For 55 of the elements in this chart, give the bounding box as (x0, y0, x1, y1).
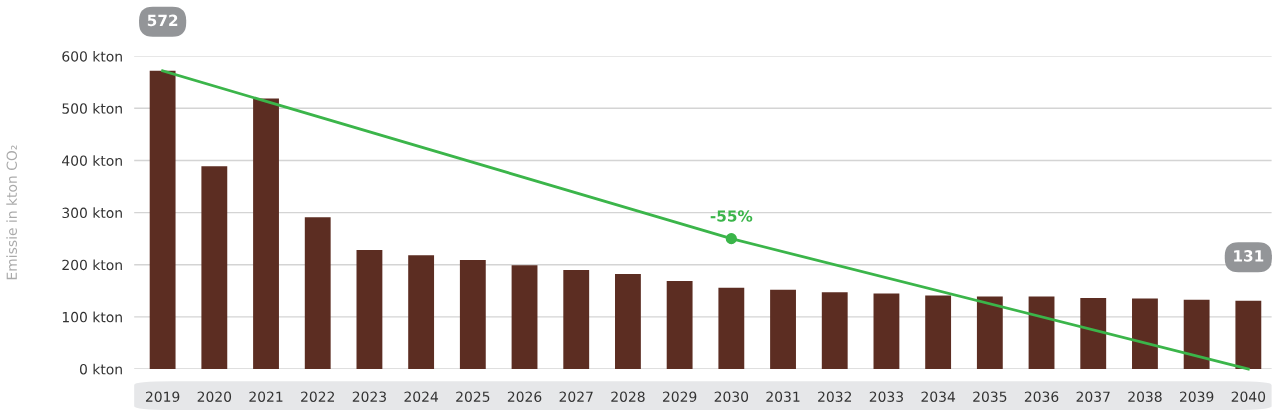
x-tick-label: 2021 (249, 391, 283, 402)
bar (925, 295, 952, 369)
bar (976, 296, 1003, 369)
x-tick-label: 2034 (921, 391, 956, 402)
bar (1183, 299, 1210, 369)
x-tick-label: 2020 (197, 391, 232, 402)
bar (1132, 298, 1158, 369)
y-tick-label: 600 kton (62, 50, 122, 62)
y-tick-label: 500 kton (62, 103, 122, 114)
bar (873, 293, 900, 369)
x-tick-label: 2039 (1179, 391, 1214, 402)
y-tick-label: 400 kton (62, 155, 122, 166)
bar (821, 292, 848, 369)
x-tick-label: 2030 (714, 391, 749, 402)
x-tick-label: 2028 (611, 391, 645, 402)
x-tick-label: 2029 (662, 391, 697, 402)
x-tick-label: 2033 (869, 391, 903, 402)
bar (770, 289, 796, 369)
x-tick-label: 2025 (456, 391, 490, 402)
y-tick-label: 200 kton (62, 259, 122, 271)
annotation: -55% (710, 210, 753, 222)
bar (511, 265, 538, 369)
x-tick-label: 2037 (1076, 391, 1110, 402)
y-tick-label: 300 kton (62, 207, 122, 219)
x-tick-label: 2022 (301, 391, 335, 402)
x-tick-label: 2036 (1024, 391, 1059, 402)
x-tick-label: 2032 (818, 391, 852, 402)
bar (1235, 300, 1262, 369)
x-tick-label: 2026 (507, 391, 542, 402)
x-tick-label: 2031 (766, 391, 800, 402)
x-tick-label: 2024 (404, 391, 439, 402)
y-tick-label: 100 kton (62, 311, 122, 323)
bar (615, 274, 641, 369)
x-tick-label: 2040 (1231, 391, 1266, 402)
bar (666, 280, 693, 369)
bar (149, 70, 176, 369)
x-tick-label: 2027 (559, 391, 593, 402)
bar (1080, 298, 1107, 369)
y-axis-title: Emissie in kton CO₂ (6, 145, 18, 280)
bar (1028, 296, 1055, 369)
bar (356, 250, 383, 369)
bar (563, 269, 590, 369)
bar (459, 260, 486, 369)
bar (253, 98, 279, 369)
annotation: 572 (147, 14, 178, 27)
bar (201, 166, 228, 369)
bar (718, 287, 745, 369)
bar (304, 217, 331, 369)
y-tick-label: 0 kton (79, 363, 122, 375)
x-tick-label: 2023 (352, 391, 386, 402)
annotation: 131 (1234, 250, 1264, 262)
x-tick-label: 2035 (973, 391, 1007, 402)
bar (408, 255, 435, 369)
x-tick-label: 2038 (1128, 391, 1162, 402)
x-tick-label: 2019 (145, 391, 180, 402)
